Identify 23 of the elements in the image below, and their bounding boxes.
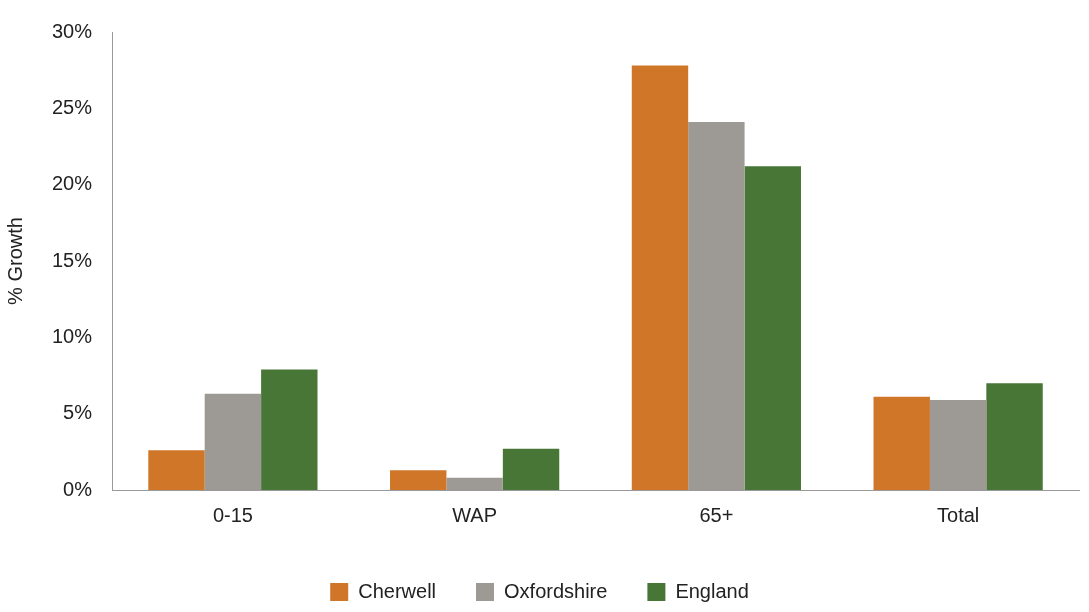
x-tick-label: 0-15 <box>212 503 253 526</box>
y-tick-label: 20% <box>52 172 93 195</box>
legend-label: Oxfordshire <box>504 579 608 602</box>
bar <box>502 448 560 490</box>
legend-label: Cherwell <box>358 579 437 602</box>
y-tick-label: 10% <box>52 324 93 347</box>
bar <box>744 166 801 490</box>
y-tick-label: 5% <box>63 401 93 424</box>
bar <box>148 450 205 490</box>
y-tick-label: 30% <box>52 19 93 42</box>
bar <box>873 396 930 490</box>
y-tick-label: 25% <box>52 95 93 118</box>
bar <box>986 383 1043 490</box>
bar <box>261 369 318 490</box>
y-axis-title: % Growth <box>3 217 26 305</box>
x-tick-label: WAP <box>452 503 498 526</box>
x-tick-label: 65+ <box>699 503 734 526</box>
y-tick-label: 0% <box>63 477 93 500</box>
legend-label: England <box>675 579 749 602</box>
y-tick-label: 15% <box>52 248 93 271</box>
bar <box>390 470 447 490</box>
x-tick-label: Total <box>937 503 980 526</box>
bar <box>631 65 689 490</box>
